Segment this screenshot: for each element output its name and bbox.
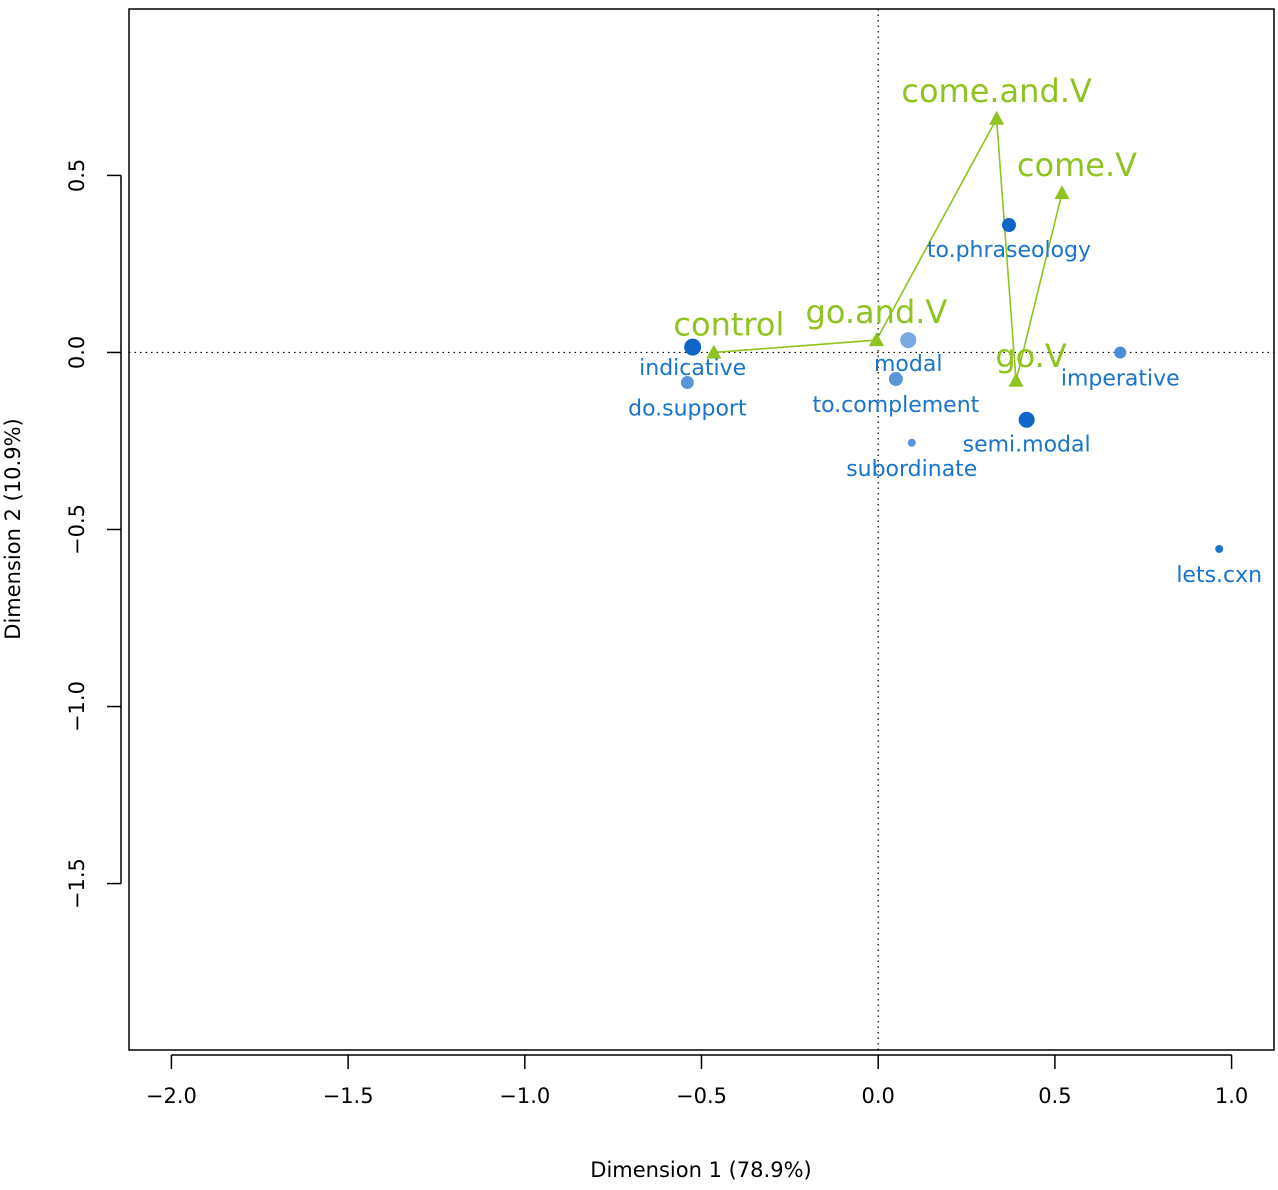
- circle-marker-lets.cxn: [1215, 544, 1224, 553]
- row-label-imperative: imperative: [1061, 366, 1180, 391]
- column-label-control: control: [673, 305, 784, 343]
- circle-marker-indicative: [684, 338, 702, 356]
- circle-marker-semi.modal: [1018, 411, 1035, 428]
- circle-marker-imperative: [1114, 346, 1127, 359]
- column-label-go.and.V: go.and.V: [806, 293, 948, 331]
- triangle-marker-come.and.V: [989, 110, 1005, 125]
- triangle-marker-go.V: [1008, 372, 1024, 387]
- x-tick-label: −1.0: [499, 1084, 550, 1108]
- circle-marker-to.phraseology: [1001, 217, 1016, 232]
- y-axis-title: Dimension 2 (10.9%): [1, 418, 25, 639]
- plot-frame: [128, 8, 1275, 1051]
- y-tick-label: 0.0: [65, 336, 89, 369]
- x-tick-label: −0.5: [676, 1084, 727, 1108]
- column-label-go.V: go.V: [995, 337, 1067, 375]
- x-tick-label: −1.5: [323, 1084, 374, 1108]
- x-tick-label: −2.0: [146, 1084, 197, 1108]
- row-label-indicative: indicative: [639, 356, 746, 381]
- row-label-to.phraseology: to.phraseology: [927, 238, 1091, 263]
- column-label-come.and.V: come.and.V: [901, 72, 1092, 110]
- circle-marker-modal: [900, 332, 917, 349]
- x-tick-label: 0.0: [861, 1084, 894, 1108]
- circle-marker-to.complement: [888, 372, 903, 387]
- x-axis-title: Dimension 1 (78.9%): [590, 1158, 811, 1182]
- circle-marker-do.support: [680, 376, 694, 390]
- y-tick-label: −1.5: [65, 858, 89, 909]
- column-series: control go.and.V come.and.V go.V come.V: [673, 72, 1137, 387]
- y-tick-label: −0.5: [65, 504, 89, 555]
- y-tick-label: −1.0: [65, 681, 89, 732]
- row-series: indicative do.support modal to.complement su…: [628, 217, 1262, 588]
- column-label-come.V: come.V: [1017, 146, 1137, 184]
- triangle-marker-control: [706, 344, 722, 359]
- triangle-marker-go.and.V: [868, 332, 884, 347]
- row-label-do.support: do.support: [628, 397, 747, 422]
- row-label-subordinate: subordinate: [846, 457, 977, 482]
- row-label-to.complement: to.complement: [812, 393, 979, 418]
- y-axis-ticks: −1.5 −1.0 −0.5 0.0 0.5: [65, 159, 121, 909]
- circle-marker-subordinate: [907, 438, 916, 447]
- row-label-modal: modal: [874, 352, 942, 377]
- triangle-marker-come.V: [1054, 185, 1070, 200]
- x-tick-label: 1.0: [1215, 1084, 1248, 1108]
- row-label-lets.cxn: lets.cxn: [1176, 563, 1262, 588]
- row-label-semi.modal: semi.modal: [963, 433, 1091, 458]
- x-tick-label: 0.5: [1038, 1084, 1071, 1108]
- x-axis-ticks: −2.0 −1.5 −1.0 −0.5 0.0 0.5 1.0: [146, 1055, 1248, 1108]
- y-tick-label: 0.5: [65, 159, 89, 192]
